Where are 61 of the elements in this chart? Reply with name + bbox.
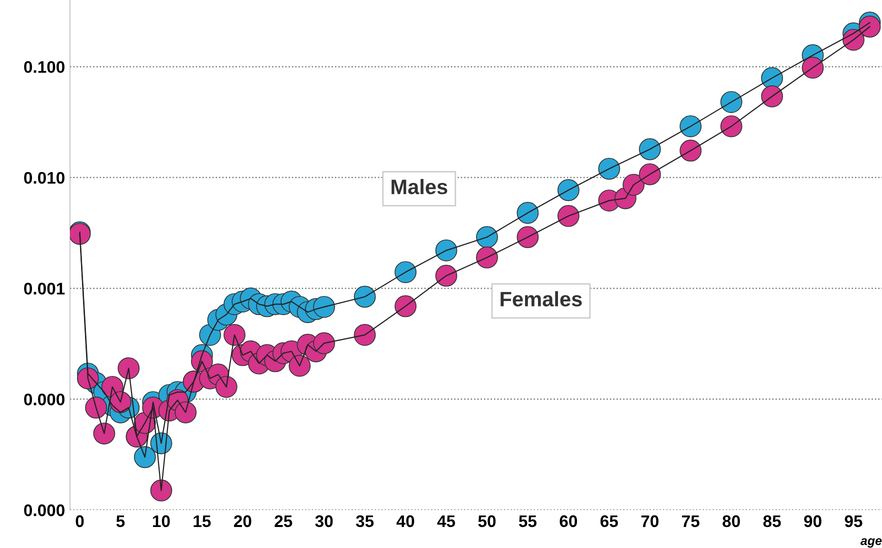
text: Males: [392, 178, 448, 194]
point: [134, 446, 156, 468]
x-tick-label: 10: [153, 515, 170, 528]
x-tick-label: 5: [116, 515, 125, 528]
y-tick-label: 0.001: [24, 282, 65, 295]
point: [288, 354, 311, 377]
x-tick-label: 70: [641, 515, 658, 528]
point: [516, 202, 539, 224]
point: [394, 295, 416, 318]
point: [85, 396, 108, 419]
point: [118, 357, 140, 380]
point: [720, 115, 742, 138]
point: [557, 205, 580, 227]
point: [394, 261, 416, 284]
x-tick-label: 60: [560, 515, 578, 528]
point: [802, 56, 824, 79]
x-tick-label: 65: [600, 515, 618, 528]
x-tick-label: 50: [478, 515, 496, 528]
point: [435, 264, 458, 287]
x-tick-label: 95: [844, 515, 862, 528]
point: [598, 158, 620, 180]
point: [174, 401, 197, 424]
y-tick-label: 0.000: [24, 504, 64, 516]
series-label: Females: [500, 291, 582, 306]
point: [313, 332, 336, 354]
x-tick-label: 15: [194, 515, 211, 528]
x-tick-label: 0: [76, 515, 84, 528]
point: [638, 163, 661, 186]
x-tick-label: 25: [274, 515, 292, 528]
x-tick-label: 75: [682, 515, 700, 528]
point: [150, 480, 172, 502]
y-tick-label: 0.010: [24, 172, 64, 184]
y-tick-label: 0.100: [24, 61, 64, 73]
point: [224, 324, 246, 346]
x-tick-label: 45: [437, 515, 456, 528]
x-tick-label: 90: [804, 515, 822, 528]
point: [516, 226, 539, 248]
point: [215, 376, 238, 398]
point: [476, 226, 498, 248]
point: [680, 115, 702, 138]
x-axis-title: age: [860, 538, 882, 548]
point: [476, 246, 498, 268]
point: [354, 324, 376, 346]
point: [720, 91, 742, 113]
point: [93, 422, 116, 444]
point: [858, 16, 881, 38]
point: [435, 239, 458, 262]
x-tick-label: 80: [722, 515, 740, 528]
point: [761, 85, 783, 108]
x-tick-label: 20: [234, 515, 252, 528]
point: [313, 296, 336, 318]
x-tick-label: 35: [356, 515, 374, 528]
x-tick-label: 30: [315, 515, 333, 528]
x-tick-label: 55: [518, 515, 537, 528]
point: [557, 179, 580, 202]
point: [638, 138, 661, 160]
y-tick-label: 0.000: [24, 394, 64, 406]
point: [680, 140, 702, 162]
x-tick-label: 85: [763, 515, 781, 528]
point: [354, 286, 376, 308]
x-tick-label: 40: [396, 515, 414, 528]
